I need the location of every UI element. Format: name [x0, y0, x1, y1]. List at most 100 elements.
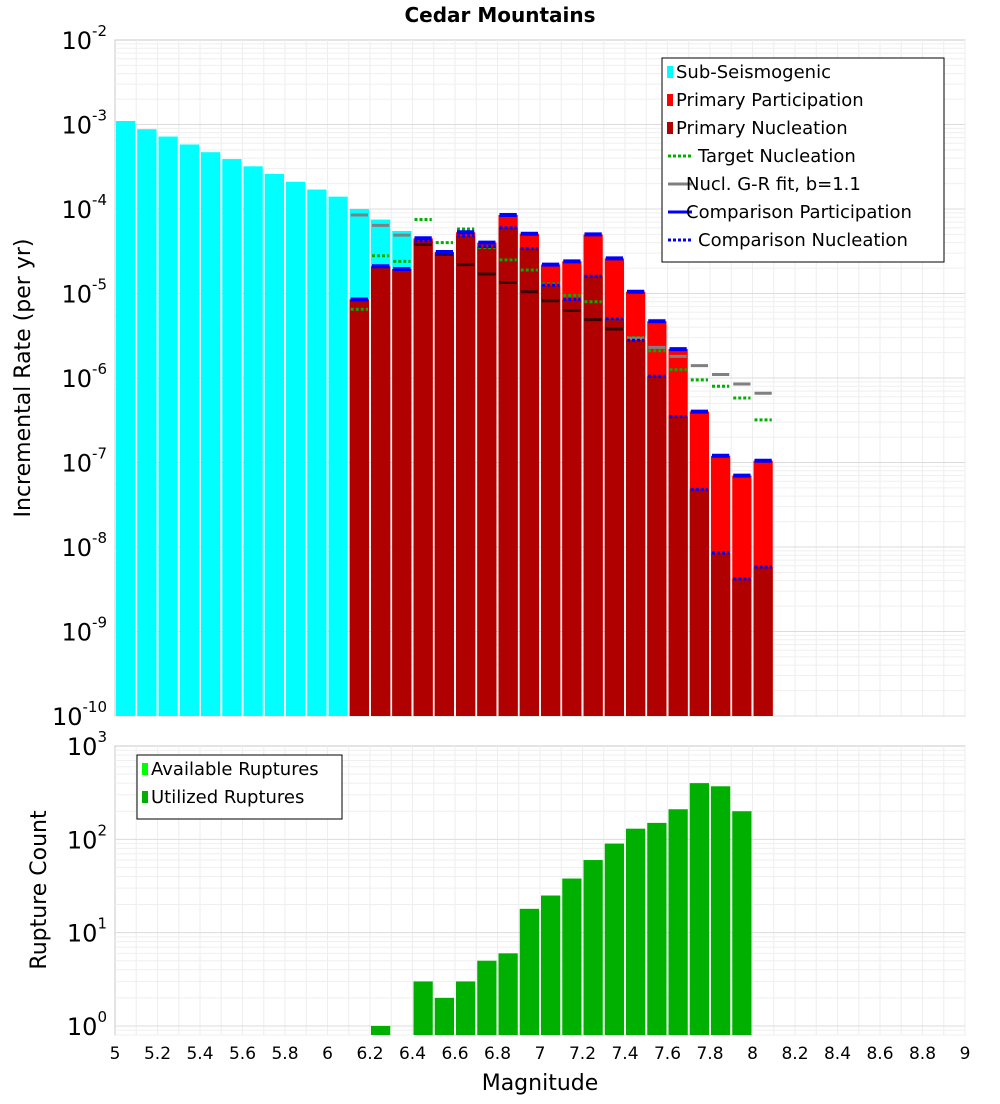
x-tick-label: 5: [110, 1044, 121, 1064]
top-legend-label-comparison-nucleation: Comparison Nucleation: [698, 230, 908, 251]
tick-base: 10: [61, 27, 92, 55]
tick-exponent: 2: [97, 821, 107, 839]
bottom-bar-utilized-ruptures: [477, 960, 497, 1035]
bottom-y-axis-label: Rupture Count: [27, 810, 52, 970]
bottom-bar-utilized-ruptures: [583, 860, 603, 1035]
x-tick-label: 5.8: [271, 1044, 298, 1064]
x-tick-label: 8.8: [909, 1044, 936, 1064]
top-bar-sub-seismogenic: [179, 144, 199, 716]
chart-title: Cedar Mountains: [404, 3, 595, 27]
top-bar-sub-seismogenic: [222, 159, 242, 716]
tick-exponent: -10: [83, 698, 108, 716]
tick-base: 10: [67, 826, 98, 854]
top-legend-swatch-primary-participation: [667, 94, 673, 106]
bottom-legend-box: [136, 754, 343, 820]
bottom-bar-utilized-ruptures: [541, 895, 561, 1035]
x-tick-label: 7.8: [696, 1044, 723, 1064]
top-bar-primary-nucleation: [647, 376, 667, 716]
top-y-axis-label: Incremental Rate (per yr): [11, 239, 36, 518]
top-bar-primary-nucleation: [541, 285, 561, 716]
tick-base: 10: [61, 365, 92, 393]
tick-base: 10: [67, 733, 98, 761]
top-legend-label-primary-participation: Primary Participation: [676, 90, 864, 111]
top-legend-swatch-primary-nucleation: [667, 122, 673, 134]
top-bar-sub-seismogenic: [328, 196, 348, 717]
bottom-legend: Available Ruptures Utilized Ruptures: [136, 754, 343, 820]
top-bar-primary-nucleation: [711, 552, 731, 716]
tick-base: 10: [61, 619, 92, 647]
top-bar-sub-seismogenic: [243, 166, 263, 716]
x-tick-label: 6.2: [356, 1044, 383, 1064]
tick-exponent: -2: [92, 22, 107, 40]
top-legend-label-primary-nucleation: Primary Nucleation: [676, 118, 848, 139]
tick-exponent: 3: [97, 728, 107, 746]
tick-base: 10: [67, 1013, 98, 1041]
tick-base: 10: [61, 450, 92, 478]
tick-base: 10: [61, 112, 92, 140]
bottom-y-tick-label: 101: [67, 915, 107, 948]
top-bar-primary-nucleation: [732, 578, 752, 716]
top-bar-sub-seismogenic: [307, 189, 327, 716]
top-bar-primary-nucleation: [753, 566, 773, 716]
x-tick-label: 8.2: [781, 1044, 808, 1064]
top-bar-primary-nucleation: [477, 246, 497, 716]
top-bar-primary-nucleation: [434, 253, 454, 716]
bottom-bar-utilized-ruptures: [689, 783, 709, 1035]
bottom-y-tick-label: 100: [67, 1008, 107, 1041]
x-tick-label: 6: [322, 1044, 333, 1064]
x-tick-label: 8.4: [824, 1044, 851, 1064]
top-bar-primary-nucleation: [392, 268, 412, 716]
tick-exponent: 1: [97, 915, 107, 933]
x-tick-label: 6.8: [484, 1044, 511, 1064]
x-tick-label: 7.6: [654, 1044, 681, 1064]
top-bar-primary-nucleation: [562, 299, 582, 716]
top-y-tick-label: 10-7: [61, 445, 107, 478]
tick-base: 10: [61, 534, 92, 562]
top-legend-swatch-sub-seismogenic: [667, 66, 673, 78]
top-legend: Sub-Seismogenic Primary Participation Prim…: [661, 57, 945, 263]
bottom-legend-label-utilized-ruptures: Utilized Ruptures: [151, 787, 304, 808]
bottom-bar-utilized-ruptures: [647, 822, 667, 1035]
top-bar-sub-seismogenic: [264, 173, 284, 716]
bottom-legend-label-available-ruptures: Available Ruptures: [151, 759, 319, 780]
x-tick-label: 6.4: [399, 1044, 426, 1064]
x-tick-label: 7: [535, 1044, 546, 1064]
top-y-tick-label: 10-3: [61, 107, 107, 140]
top-bar-sub-seismogenic: [158, 136, 178, 716]
top-legend-label-comparison-participation: Comparison Participation: [686, 202, 912, 223]
x-tick-label: 9: [960, 1044, 971, 1064]
top-bar-primary-nucleation: [349, 299, 369, 716]
bottom-bar-utilized-ruptures: [562, 878, 582, 1035]
top-y-tick-label: 10-4: [61, 191, 107, 224]
tick-exponent: -8: [92, 529, 107, 547]
top-y-tick-label: 10-8: [61, 529, 107, 562]
top-legend-label-target-nucleation: Target Nucleation: [697, 146, 856, 167]
tick-base: 10: [61, 196, 92, 224]
bottom-bar-utilized-ruptures: [498, 953, 518, 1035]
bottom-bar-utilized-ruptures: [371, 1025, 391, 1035]
top-bar-primary-nucleation: [456, 235, 476, 716]
bottom-bar-utilized-ruptures: [732, 811, 752, 1035]
top-y-tick-label: 10-2: [61, 22, 107, 55]
tick-exponent: -4: [92, 191, 107, 209]
top-bar-primary-nucleation: [626, 340, 646, 716]
top-y-tick-label: 10-9: [61, 614, 107, 647]
top-y-tick-label: 10-10: [52, 698, 107, 731]
top-legend-label-sub-seismogenic: Sub-Seismogenic: [676, 62, 831, 83]
bottom-bar-utilized-ruptures: [604, 843, 624, 1035]
top-bar-sub-seismogenic: [137, 129, 157, 716]
tick-base: 10: [61, 281, 92, 309]
top-bar-sub-seismogenic: [201, 152, 221, 716]
bottom-bar-utilized-ruptures: [519, 908, 539, 1035]
x-tick-labels: 5 5.2 5.4 5.6 5.8 6 6.2 6.4 6.6 6.8 7 7.2 7.4 7.6 7.8 8…: [110, 1044, 971, 1064]
bottom-legend-swatch-available-ruptures: [142, 763, 148, 775]
tick-exponent: -7: [92, 445, 107, 463]
top-bar-sub-seismogenic: [116, 121, 136, 716]
top-plot-bars: [116, 121, 773, 717]
bottom-bar-utilized-ruptures: [413, 981, 433, 1035]
x-tick-label: 6.6: [441, 1044, 468, 1064]
bottom-bar-utilized-ruptures: [668, 809, 688, 1035]
tick-exponent: -9: [92, 614, 107, 632]
